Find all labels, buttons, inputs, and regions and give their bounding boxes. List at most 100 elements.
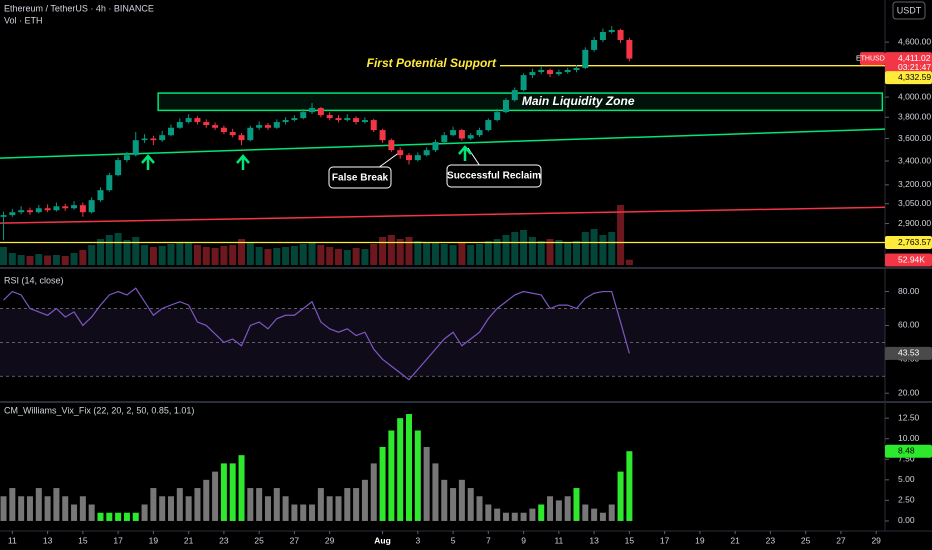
candle-body: [203, 122, 210, 126]
vix-bar: [335, 496, 342, 521]
candle-body: [26, 210, 33, 213]
volume-bar: [185, 242, 193, 265]
vix-bar: [106, 512, 113, 521]
candle-body: [309, 108, 316, 113]
volume-bar: [44, 255, 52, 265]
volume-bar: [79, 250, 87, 265]
volume-bar: [211, 248, 219, 265]
volume-bar: [308, 242, 316, 265]
x-tick-label: 11: [554, 535, 563, 545]
zone-label: Main Liquidity Zone: [522, 94, 635, 108]
volume-bar: [476, 244, 484, 265]
candle-body: [335, 118, 342, 121]
volume-bar: [158, 246, 166, 265]
last-price: 4,411.02: [898, 53, 931, 63]
candle-body: [529, 72, 536, 76]
rsi-tag-bg: [885, 346, 932, 360]
currency[interactable]: USDT: [897, 5, 922, 15]
vix-bar: [185, 496, 192, 521]
x-tick-label: 17: [113, 535, 123, 545]
volume-bar: [88, 245, 96, 265]
vix-bar: [441, 479, 448, 521]
vix-bar: [0, 496, 7, 521]
y-tick-label: 3,200.00: [898, 179, 931, 189]
x-tick-label: 19: [695, 535, 705, 545]
vix-bar: [564, 496, 571, 521]
candle-body: [291, 118, 298, 121]
volume-bar: [61, 256, 69, 265]
y-tick-label: 3,400.00: [898, 155, 931, 165]
vix-bar: [467, 488, 474, 521]
rsi-title: RSI (14, close): [4, 275, 64, 285]
y-tick-label: 12.50: [898, 412, 920, 422]
volume-bar: [334, 249, 342, 265]
callout-pointer: [377, 151, 401, 169]
vix-bar: [97, 512, 104, 521]
candle-body: [353, 118, 360, 123]
symbol-title: Ethereum / TetherUS · 4h · BINANCE: [4, 3, 154, 13]
volume-bar: [361, 249, 369, 265]
candle-body: [18, 210, 25, 213]
up-arrow: [458, 145, 472, 161]
vix-bar: [617, 471, 624, 521]
x-tick-label: 17: [660, 535, 670, 545]
symbol-tag: ETHUSDT: [856, 55, 890, 62]
candle-body: [88, 200, 95, 213]
volume-tag-bg: [885, 253, 932, 267]
x-tick-label: 25: [801, 535, 811, 545]
candle-body: [9, 212, 16, 216]
volume-bar: [17, 255, 25, 265]
candle-body: [494, 112, 501, 121]
level-text: First Potential Support: [367, 56, 497, 70]
vix-bar: [317, 488, 324, 521]
x-tick-label: 11: [8, 535, 17, 545]
volume-bar: [317, 245, 325, 265]
candle-body: [591, 39, 598, 50]
y-tick-label: 2.50: [898, 495, 915, 505]
y-tick-label: 10.00: [898, 433, 920, 443]
volume-bar: [564, 242, 572, 265]
candle-body: [273, 122, 280, 128]
volume-bar: [229, 245, 237, 265]
candle-body: [53, 206, 60, 211]
level-tag: 4,332.59: [898, 72, 931, 82]
vix-bar: [88, 504, 95, 521]
x-tick-label: 15: [625, 535, 635, 545]
candle-body: [194, 118, 201, 123]
vix-bar: [71, 504, 78, 521]
vix-bar: [555, 500, 562, 521]
volume-bar: [167, 244, 175, 265]
vix-bar: [168, 496, 175, 521]
candle-body: [79, 205, 86, 213]
vix-bar: [485, 504, 492, 521]
vix-bar: [529, 508, 536, 521]
candle-body: [538, 70, 545, 73]
candle-body: [520, 75, 527, 91]
candle-body: [264, 125, 271, 128]
volume-bar: [255, 247, 263, 265]
vix-bar: [35, 488, 42, 521]
vix-bar: [361, 479, 368, 521]
candle-body: [476, 130, 483, 136]
callout-box: [328, 166, 392, 189]
candle-body: [150, 138, 157, 141]
y-tick-label: 80.00: [898, 286, 920, 296]
vix-bar: [220, 463, 227, 521]
volume-bar: [370, 244, 378, 265]
rsi-line: [3, 287, 630, 381]
volume-bar: [458, 243, 466, 265]
volume-bar: [608, 232, 616, 265]
vix-bar: [291, 504, 298, 521]
volume-bar: [282, 247, 290, 265]
candle-body: [326, 115, 333, 119]
currency-button[interactable]: [892, 1, 926, 20]
vix-bar: [159, 496, 166, 521]
candle-body: [626, 39, 633, 59]
candle-body: [458, 130, 465, 139]
volume-bar: [520, 230, 528, 265]
candle-body: [511, 90, 518, 101]
candle-body: [247, 127, 254, 141]
candle-body: [176, 122, 183, 128]
vix-bar: [423, 446, 430, 521]
x-tick-label: 25: [254, 535, 264, 545]
